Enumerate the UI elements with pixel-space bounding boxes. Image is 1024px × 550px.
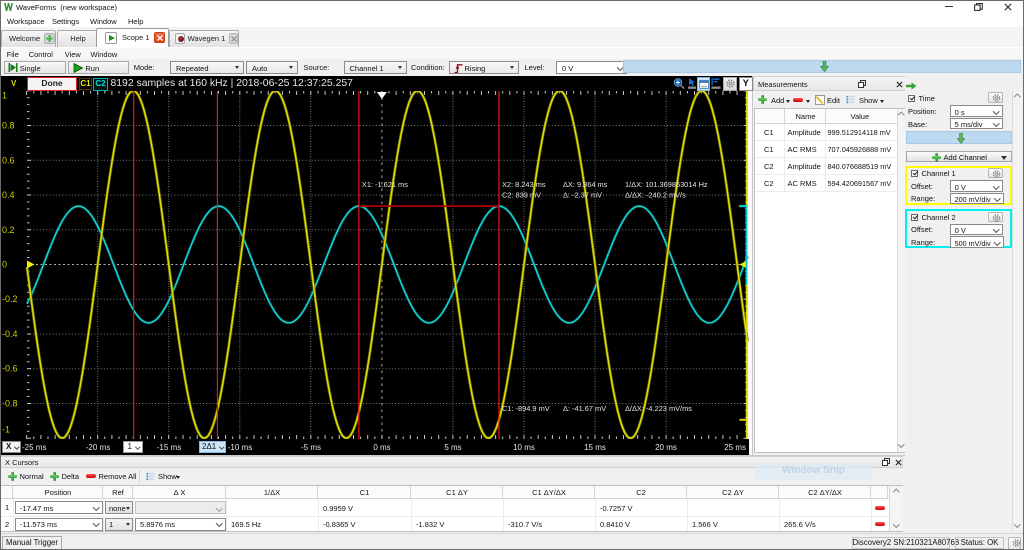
svg-text:Δ/ΔX: -240.2 mV/s: Δ/ΔX: -240.2 mV/s [625, 191, 686, 200]
svg-text:0.6: 0.6 [2, 155, 15, 165]
svg-text:C2: 839 mV: C2: 839 mV [502, 191, 541, 200]
svg-text:Δ: -2.37 mV: Δ: -2.37 mV [563, 191, 602, 200]
svg-text:0.4: 0.4 [2, 190, 15, 200]
svg-text:-1: -1 [2, 425, 10, 435]
svg-text:0: 0 [2, 260, 7, 270]
svg-text:-0.8: -0.8 [2, 399, 18, 409]
svg-text:Δ/ΔX: -4.223 mV/ms: Δ/ΔX: -4.223 mV/ms [625, 404, 692, 413]
svg-text:X1: -1.621 ms: X1: -1.621 ms [362, 180, 408, 189]
svg-text:X2: 8.243 ms: X2: 8.243 ms [502, 180, 546, 189]
svg-text:1: 1 [2, 91, 7, 101]
svg-text:1/ΔX: 101.369863014 Hz: 1/ΔX: 101.369863014 Hz [625, 180, 708, 189]
svg-text:ΔX: 9.864 ms: ΔX: 9.864 ms [563, 180, 608, 189]
svg-text:0.2: 0.2 [2, 225, 15, 235]
svg-text:0.8: 0.8 [2, 121, 15, 131]
svg-text:-0.2: -0.2 [2, 294, 18, 304]
svg-text:Δ: -41.67 mV: Δ: -41.67 mV [563, 404, 606, 413]
svg-text:-0.6: -0.6 [2, 364, 18, 374]
svg-text:C1: -894.9 mV: C1: -894.9 mV [502, 404, 550, 413]
svg-text:-0.4: -0.4 [2, 329, 18, 339]
